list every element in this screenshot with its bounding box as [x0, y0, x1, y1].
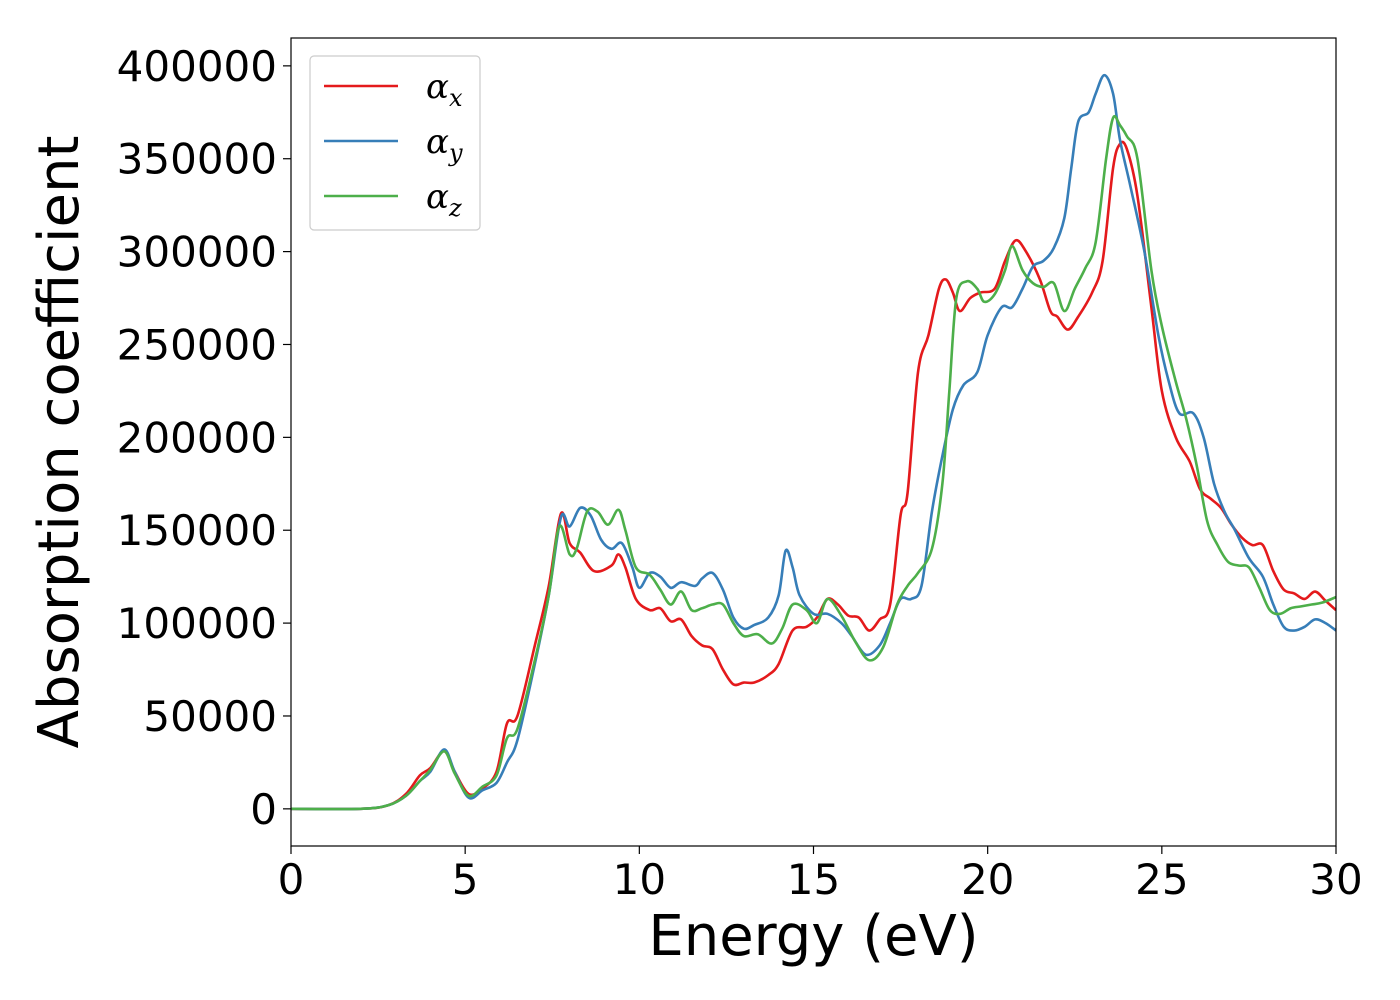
x-tick-label: 30: [1309, 855, 1362, 904]
legend-label-subscript: x: [449, 84, 463, 112]
y-tick-label: 0: [250, 785, 277, 834]
y-tick-label: 250000: [117, 320, 277, 369]
x-tick-label: 0: [278, 855, 305, 904]
x-tick-label: 15: [787, 855, 840, 904]
legend-label-z: αz: [426, 177, 462, 222]
series-line-z: [291, 114, 1336, 811]
x-tick-label: 25: [1135, 855, 1188, 904]
y-axis: 0 50000 100000 150000 200000 250000 300000 3500…: [117, 42, 291, 834]
legend-label-y: αy: [426, 122, 463, 167]
y-tick-label: 200000: [117, 413, 277, 462]
y-tick-label: 50000: [143, 692, 277, 741]
legend-label-base: α: [426, 67, 449, 107]
legend-box: [309, 55, 481, 231]
legend-label-base: α: [426, 177, 449, 217]
x-axis: 0 5 10 15 20 25 30: [278, 846, 1363, 904]
y-tick-label: 400000: [117, 42, 277, 91]
x-tick-label: 5: [452, 855, 479, 904]
legend-label-base: α: [426, 122, 449, 162]
y-tick-label: 100000: [117, 599, 277, 648]
legend-label-subscript: y: [448, 139, 463, 167]
series-lines: [291, 73, 1336, 811]
y-axis-title: Absorption coefficient: [27, 136, 92, 749]
y-tick-label: 350000: [117, 135, 277, 184]
y-tick-label: 150000: [117, 506, 277, 555]
x-tick-label: 10: [613, 855, 666, 904]
y-tick-label: 300000: [117, 228, 277, 277]
legend-label-x: αx: [426, 67, 463, 112]
x-tick-label: 20: [961, 855, 1014, 904]
legend-label-subscript: z: [448, 194, 462, 222]
x-axis-title: Energy (eV): [648, 904, 978, 969]
